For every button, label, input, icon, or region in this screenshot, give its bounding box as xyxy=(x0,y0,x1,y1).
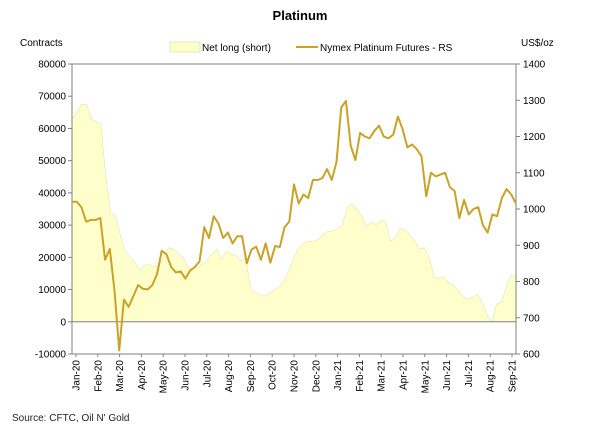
x-tick-label: Jun-20 xyxy=(181,360,192,391)
x-tick-label: Jul-20 xyxy=(202,360,213,388)
platinum-futures-line xyxy=(72,99,517,352)
right-tick-label: 600 xyxy=(523,350,540,361)
x-axis: Jan-20 Feb-20 Mar-20 Apr-20 May-20 Jun-20 Jul-… xyxy=(72,354,519,393)
net-long-area xyxy=(71,103,517,323)
right-tick-label: 700 xyxy=(523,313,540,324)
x-tick-label: Jan-20 xyxy=(72,360,83,391)
left-tick-label: 50000 xyxy=(38,156,66,167)
x-tick-label: Nov-20 xyxy=(290,360,301,393)
x-tick-label: May-20 xyxy=(159,360,170,394)
right-tick-label: 800 xyxy=(523,277,540,288)
left-tick-label: 80000 xyxy=(38,60,66,71)
x-tick-label: Sep-20 xyxy=(246,360,257,393)
x-tick-label: Apr-20 xyxy=(137,360,148,390)
x-tick-label: Apr-21 xyxy=(399,360,410,390)
left-tick-label: 70000 xyxy=(38,92,66,103)
left-axis-title: Contracts xyxy=(20,38,63,49)
x-tick-label: Feb-20 xyxy=(93,360,104,392)
x-tick-label: Sep-21 xyxy=(508,360,519,393)
x-tick-label: Feb-21 xyxy=(355,360,366,392)
legend-label-platinum-futures: Nymex Platinum Futures - RS xyxy=(320,43,453,54)
x-tick-label: May-21 xyxy=(420,360,431,394)
legend: Net long (short) Nymex Platinum Futures … xyxy=(169,41,453,54)
source-note: Source: CFTC, Oil N' Gold xyxy=(12,413,130,424)
right-tick-label: 1300 xyxy=(523,96,546,107)
right-tick-label: 1200 xyxy=(523,132,546,143)
x-tick-label: Mar-20 xyxy=(115,360,126,392)
legend-label-net-long: Net long (short) xyxy=(202,43,271,54)
x-tick-label: Oct-20 xyxy=(268,360,279,390)
x-tick-label: Aug-20 xyxy=(224,360,235,393)
right-axis-title: US$/oz xyxy=(521,38,554,49)
left-tick-label: 0 xyxy=(60,317,66,328)
x-tick-label: Dec-20 xyxy=(311,360,322,393)
right-tick-label: 1000 xyxy=(523,205,546,216)
left-tick-label: -10000 xyxy=(35,350,67,361)
left-tick-label: 30000 xyxy=(38,221,66,232)
x-tick-label: Jun-21 xyxy=(442,360,453,391)
left-tick-label: 60000 xyxy=(38,124,66,135)
x-tick-label: Aug-21 xyxy=(486,360,497,393)
right-tick-label: 1100 xyxy=(523,168,545,179)
x-tick-label: Jan-21 xyxy=(333,360,344,391)
left-tick-label: 20000 xyxy=(38,253,66,264)
right-tick-label: 900 xyxy=(523,241,540,252)
left-axis: -10000 0 10000 20000 30000 40000 50000 60000 700… xyxy=(35,60,72,361)
x-tick-label: Jul-21 xyxy=(464,360,475,388)
plot-area xyxy=(71,63,517,355)
chart-title: Platinum xyxy=(273,8,328,23)
right-axis: 600 700 800 900 1000 1100 1200 1300 1400 xyxy=(516,60,546,361)
left-tick-label: 10000 xyxy=(38,285,66,296)
legend-swatch-net-long xyxy=(169,41,201,53)
left-tick-label: 40000 xyxy=(38,188,66,199)
right-tick-label: 1400 xyxy=(523,60,546,71)
x-tick-label: Mar-21 xyxy=(377,360,388,392)
